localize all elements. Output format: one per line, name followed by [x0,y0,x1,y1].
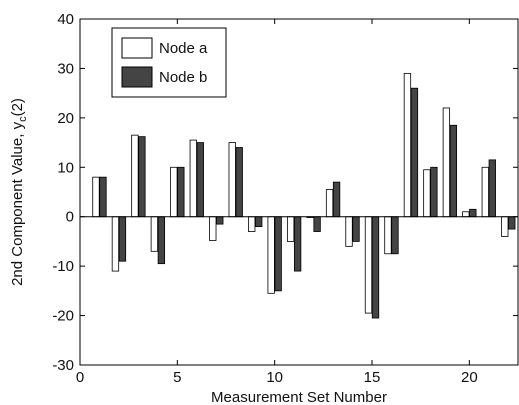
x-tick-label-15: 15 [364,369,381,386]
x-tick-label-0: 0 [76,369,84,386]
y-tick-label--30: -30 [52,357,74,374]
bar-node-b-3 [138,136,146,218]
legend-label-node-a: Node a [159,40,208,57]
x-tick-label-10: 10 [266,369,283,386]
bar-node-a-11 [286,216,295,242]
y-tick-label--10: -10 [52,258,74,275]
bar-node-a-21 [481,166,489,218]
bar-node-b-4 [157,216,166,265]
bar-node-a-8 [228,142,236,218]
bar-node-b-18 [430,166,438,218]
bar-node-a-6 [189,139,197,218]
legend: Node a Node b [111,27,227,98]
bar-node-b-9 [255,216,263,228]
bar-node-b-7 [216,216,224,225]
bar-node-a-19 [442,107,451,218]
bar-node-a-18 [423,169,431,218]
tick-labels-layer: 0 5 10 15 20 -30 -20 -10 0 10 20 30 40 [52,11,477,386]
legend-swatch-node-b [121,66,153,88]
bar-node-a-22 [501,216,509,237]
bar-node-a-20 [462,211,470,218]
y-axis-label-tail: (2) [9,98,26,116]
y-tick-label-0: 0 [66,209,74,226]
bar-node-a-7 [209,216,217,241]
bar-node-b-16 [391,216,399,255]
bar-node-a-5 [170,166,178,218]
bar-node-b-2 [118,216,127,262]
bar-node-a-13 [325,189,334,218]
bar-node-b-14 [352,216,360,242]
bar-node-a-10 [267,216,275,294]
bar-node-a-15 [364,216,373,314]
bar-node-b-6 [196,142,204,218]
bar-node-b-5 [177,166,185,218]
y-tick-label-10: 10 [57,159,74,176]
ticks-layer [79,18,518,366]
x-tick-label-20: 20 [461,369,478,386]
x-tick-label-5: 5 [173,369,181,386]
y-axis-label: 2nd Component Value, yc(2) [9,98,29,286]
bar-node-b-20 [469,208,477,218]
plot-frame [79,18,519,366]
bar-node-b-15 [371,216,380,319]
bar-node-b-22 [508,216,516,230]
bar-node-a-9 [248,216,256,232]
bar-node-b-13 [332,181,341,218]
legend-swatch-node-a [121,37,153,59]
bar-node-a-17 [403,72,412,218]
bar-node-a-2 [111,216,120,272]
bar-node-b-12 [313,216,321,232]
bar-node-a-14 [345,216,353,247]
y-axis-label-subscript: c [17,116,29,122]
bar-node-b-8 [235,147,243,218]
bar-node-a-4 [150,216,159,252]
legend-label-node-b: Node b [159,69,207,86]
y-tick-label--20: -20 [52,308,74,325]
bar-node-b-21 [488,159,496,218]
y-tick-label-30: 30 [57,60,74,77]
bar-node-a-3 [131,134,139,218]
bar-node-a-1 [92,176,100,218]
bar-node-a-16 [384,216,392,255]
x-axis-label: Measurement Set Number [211,389,387,405]
bar-node-b-11 [293,216,302,272]
bar-node-b-10 [274,216,282,292]
bars-layer [92,72,516,319]
bar-node-b-17 [410,87,419,218]
y-tick-label-40: 40 [57,11,74,28]
y-tick-label-20: 20 [57,110,74,127]
bar-node-b-1 [99,176,107,218]
bar-node-b-19 [449,124,458,218]
y-axis-label-main: 2nd Component Value, y [9,121,26,285]
